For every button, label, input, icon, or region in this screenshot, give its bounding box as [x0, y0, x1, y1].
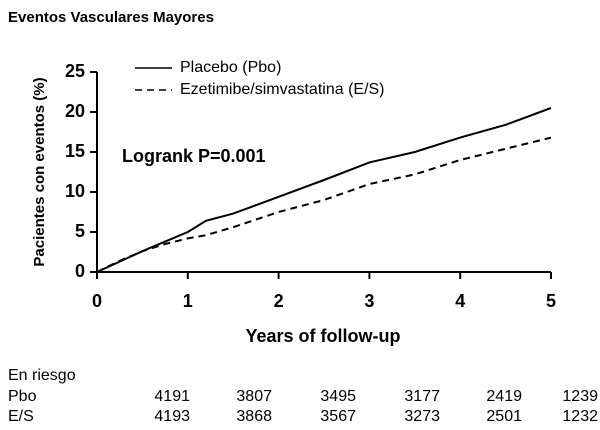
legend-label: Ezetimibe/simvastatina (E/S)	[180, 81, 385, 98]
risk-value: 3177	[404, 388, 440, 405]
x-tick-label: 3	[364, 291, 374, 311]
risk-value: 3868	[236, 408, 272, 425]
risk-value: 4193	[154, 408, 190, 425]
risk-value: 1239	[562, 388, 598, 405]
y-tick-label: 25	[65, 61, 85, 81]
x-axis-label: Years of follow-up	[245, 326, 400, 346]
y-tick-label: 15	[65, 141, 85, 161]
x-tick-label: 4	[455, 291, 465, 311]
risk-table-title: En riesgo	[8, 367, 76, 384]
y-tick-label: 0	[75, 261, 85, 281]
x-tick-label: 1	[183, 291, 193, 311]
risk-value: 3567	[320, 408, 356, 425]
chart-title: Eventos Vasculares Mayores	[8, 9, 214, 26]
x-tick-label: 2	[274, 291, 284, 311]
x-tick-label: 0	[92, 291, 102, 311]
risk-row-label: Pbo	[8, 388, 37, 405]
risk-value: 3495	[320, 388, 356, 405]
risk-row-label: E/S	[8, 408, 34, 425]
y-axis-label: Pacientes con eventos (%)	[31, 77, 48, 266]
y-tick-label: 20	[65, 101, 85, 121]
annotation: Logrank P=0.001	[122, 146, 266, 166]
risk-value: 3807	[236, 388, 272, 405]
risk-value: 4191	[154, 388, 190, 405]
risk-value: 2419	[486, 388, 522, 405]
risk-value: 3273	[404, 408, 440, 425]
risk-value: 1232	[562, 408, 598, 425]
series-line	[96, 107, 552, 273]
y-tick-label: 10	[65, 181, 85, 201]
y-tick-label: 5	[75, 221, 85, 241]
x-tick-label: 5	[546, 291, 556, 311]
series-line	[96, 136, 552, 273]
legend-label: Placebo (Pbo)	[180, 59, 281, 76]
risk-value: 2501	[486, 408, 522, 425]
